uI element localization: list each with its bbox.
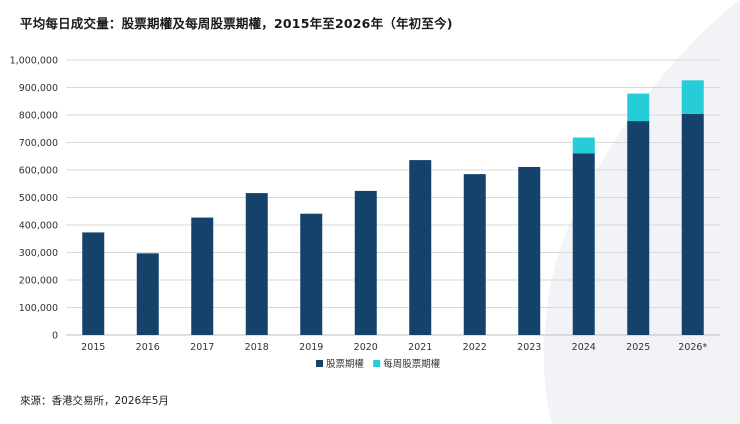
bar-stock-options — [463, 174, 486, 335]
legend: 股票期權 每周股票期權 — [316, 358, 441, 370]
bar-stock-options — [409, 160, 432, 335]
legend-swatch-stock-options — [316, 360, 323, 367]
y-tick-label: 100,000 — [19, 303, 58, 314]
x-tick-label: 2025 — [626, 342, 650, 353]
legend-swatch-weekly-stock-options — [373, 360, 381, 367]
y-tick-label: 500,000 — [19, 193, 58, 204]
x-tick-label: 2018 — [245, 342, 269, 353]
x-tick-label: 2017 — [190, 342, 214, 353]
x-tick-label: 2023 — [517, 342, 541, 353]
bar-stock-options — [354, 190, 377, 335]
bars — [82, 80, 704, 336]
bar-stock-options — [82, 232, 105, 335]
bar-stock-options — [518, 166, 541, 335]
bar-stock-options — [300, 213, 323, 335]
bar-weekly-stock-options — [627, 93, 650, 122]
bar-stock-options — [627, 121, 650, 335]
bar-stock-options — [191, 217, 214, 335]
bar-stock-options — [681, 113, 704, 336]
bar-stock-options — [572, 153, 595, 335]
x-tick-label: 2026* — [678, 342, 707, 353]
y-tick-label: 0 — [52, 331, 58, 342]
y-tick-label: 400,000 — [19, 221, 58, 232]
bar-stock-options — [245, 193, 268, 335]
x-tick-label: 2022 — [463, 342, 487, 353]
y-tick-label: 600,000 — [19, 166, 58, 177]
x-axis-ticks: 2015 2016 2017 2018 2019 2020 2021 2022 2023 2024… — [81, 342, 707, 353]
legend-label-stock-options: 股票期權 — [326, 358, 365, 370]
bar-stock-options — [136, 253, 159, 335]
y-tick-label: 700,000 — [19, 138, 58, 149]
y-tick-label: 300,000 — [19, 248, 58, 259]
gridlines — [66, 59, 720, 336]
y-tick-label: 1,000,000 — [10, 56, 58, 67]
x-tick-label: 2019 — [299, 342, 323, 353]
y-axis-ticks: 0 100,000 200,000 300,000 400,000 500,000 600,… — [10, 56, 58, 342]
x-tick-label: 2021 — [408, 342, 432, 353]
y-tick-label: 800,000 — [19, 111, 58, 122]
x-tick-label: 2015 — [81, 342, 105, 353]
x-tick-label: 2016 — [136, 342, 160, 353]
y-tick-label: 900,000 — [19, 83, 58, 94]
x-tick-label: 2024 — [572, 342, 596, 353]
chart-title: 平均每日成交量：股票期權及每周股票期權，2015年至2026年（年初至今) — [20, 16, 453, 31]
legend-label-weekly-stock-options: 每周股票期權 — [383, 358, 441, 370]
y-tick-label: 200,000 — [19, 276, 58, 287]
source-note: 來源：香港交易所，2026年5月 — [20, 395, 169, 407]
bar-weekly-stock-options — [681, 80, 704, 114]
bar-weekly-stock-options — [572, 137, 595, 154]
x-tick-label: 2020 — [354, 342, 378, 353]
